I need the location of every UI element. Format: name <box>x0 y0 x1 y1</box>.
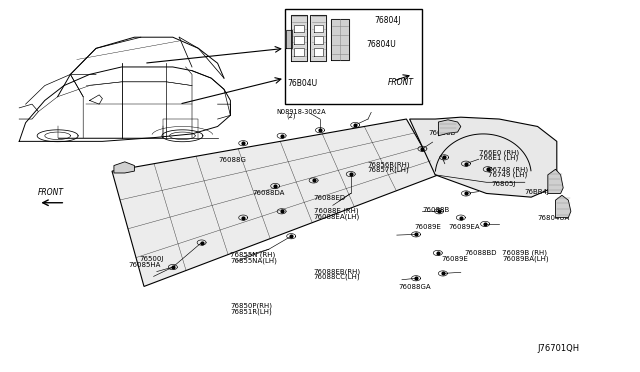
Text: 76088E (RH): 76088E (RH) <box>314 208 358 214</box>
Text: 76089E: 76089E <box>415 224 442 230</box>
Text: 76089EA: 76089EA <box>448 224 479 230</box>
Text: FRONT: FRONT <box>38 188 64 197</box>
Polygon shape <box>294 36 304 44</box>
Text: 76008B: 76008B <box>429 130 456 136</box>
Text: 76805J: 76805J <box>492 181 516 187</box>
Polygon shape <box>286 30 292 48</box>
Polygon shape <box>294 48 304 56</box>
Text: 766E1 (LH): 766E1 (LH) <box>479 155 518 161</box>
Polygon shape <box>112 119 438 286</box>
Text: 76850P(RH): 76850P(RH) <box>230 302 273 309</box>
Polygon shape <box>438 120 461 136</box>
Polygon shape <box>294 25 304 32</box>
Polygon shape <box>314 25 323 32</box>
Text: 76089E: 76089E <box>442 256 468 262</box>
Text: 76855NA(LH): 76855NA(LH) <box>230 257 277 264</box>
Text: 76855N (RH): 76855N (RH) <box>230 251 276 258</box>
Polygon shape <box>548 169 563 193</box>
Polygon shape <box>314 36 323 44</box>
Text: 76804U: 76804U <box>366 40 396 49</box>
Text: 76B04U: 76B04U <box>287 79 317 88</box>
Text: 76804J: 76804J <box>374 16 401 25</box>
Text: (2): (2) <box>286 113 296 119</box>
Text: N08918-3062A: N08918-3062A <box>276 109 326 115</box>
Text: 766E0 (RH): 766E0 (RH) <box>479 149 519 156</box>
Polygon shape <box>291 15 307 61</box>
Text: 76088EB(RH): 76088EB(RH) <box>314 268 361 275</box>
Text: FRONT: FRONT <box>388 78 414 87</box>
Text: 76804UA: 76804UA <box>538 215 570 221</box>
Text: 76088B: 76088B <box>422 207 450 213</box>
Text: 76089B (RH): 76089B (RH) <box>502 250 547 256</box>
Polygon shape <box>556 195 571 218</box>
Text: 76088G: 76088G <box>219 157 247 163</box>
Text: 76749 (LH): 76749 (LH) <box>488 171 527 178</box>
Text: 76748 (RH): 76748 (RH) <box>488 166 528 173</box>
Text: 76085HA: 76085HA <box>128 262 161 268</box>
Text: 76857R(LH): 76857R(LH) <box>367 167 409 173</box>
Text: 76088EA(LH): 76088EA(LH) <box>314 213 360 220</box>
Text: 76856R(RH): 76856R(RH) <box>367 161 410 168</box>
Text: 76500J: 76500J <box>140 256 164 262</box>
Text: 76088CC(LH): 76088CC(LH) <box>314 274 360 280</box>
Text: 76088GA: 76088GA <box>398 284 431 290</box>
Polygon shape <box>314 48 323 56</box>
Polygon shape <box>410 117 557 197</box>
Text: 76088DA: 76088DA <box>253 190 285 196</box>
Text: 76BB4J: 76BB4J <box>525 189 550 195</box>
Text: 76089BA(LH): 76089BA(LH) <box>502 255 549 262</box>
Text: J76701QH: J76701QH <box>538 344 580 353</box>
Text: 76851R(LH): 76851R(LH) <box>230 308 272 315</box>
Polygon shape <box>114 162 134 173</box>
Polygon shape <box>331 19 349 60</box>
Text: 76088BD: 76088BD <box>465 250 497 256</box>
Bar <box>285 9 422 104</box>
Text: 76088ED: 76088ED <box>314 195 346 201</box>
Polygon shape <box>310 15 326 61</box>
